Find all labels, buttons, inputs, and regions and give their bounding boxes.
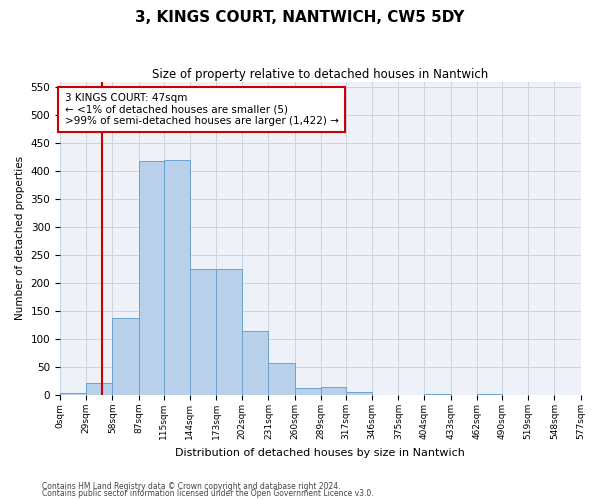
Y-axis label: Number of detached properties: Number of detached properties (15, 156, 25, 320)
Bar (372, 394, 398, 395)
Bar (346, 392, 372, 395)
Bar (164, 160, 190, 395)
Bar (60, 394, 86, 395)
Bar (424, 394, 451, 395)
Title: Size of property relative to detached houses in Nantwich: Size of property relative to detached ho… (152, 68, 488, 80)
Bar (295, 388, 321, 395)
Bar (139, 161, 164, 395)
Bar (477, 394, 502, 395)
Bar (268, 362, 295, 395)
Text: Contains HM Land Registry data © Crown copyright and database right 2024.: Contains HM Land Registry data © Crown c… (42, 482, 341, 491)
Bar (112, 318, 139, 395)
Bar (242, 331, 268, 395)
Text: 3 KINGS COURT: 47sqm
← <1% of detached houses are smaller (5)
>99% of semi-detac: 3 KINGS COURT: 47sqm ← <1% of detached h… (65, 93, 338, 126)
Bar (86, 383, 112, 395)
Text: 3, KINGS COURT, NANTWICH, CW5 5DY: 3, KINGS COURT, NANTWICH, CW5 5DY (136, 10, 464, 25)
Text: Contains public sector information licensed under the Open Government Licence v3: Contains public sector information licen… (42, 489, 374, 498)
Bar (321, 388, 346, 395)
X-axis label: Distribution of detached houses by size in Nantwich: Distribution of detached houses by size … (175, 448, 465, 458)
Bar (216, 269, 242, 395)
Bar (554, 394, 581, 395)
Bar (190, 269, 216, 395)
